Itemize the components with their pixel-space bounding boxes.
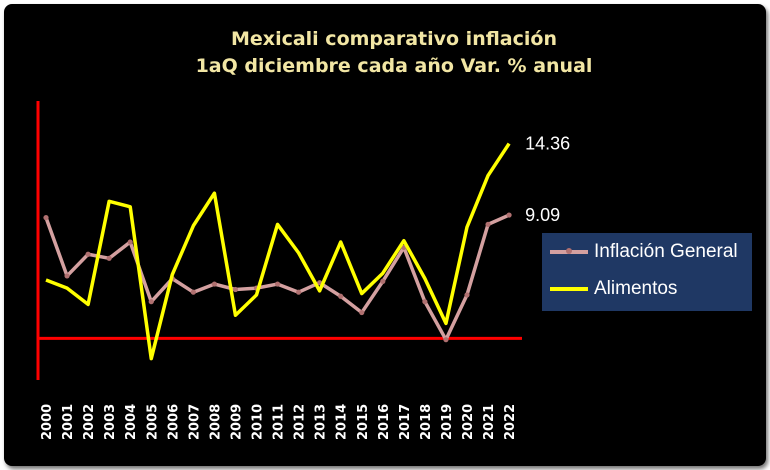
data-point-inflacion-general-2020 [464, 292, 470, 298]
data-point-inflacion-general-2003 [106, 255, 112, 261]
legend-swatch-inflacion-general [550, 248, 588, 254]
data-point-inflacion-general-2008 [211, 281, 217, 287]
data-point-inflacion-general-2004 [127, 239, 133, 245]
data-point-inflacion-general-2011 [274, 281, 281, 287]
legend: Inflación General Alimentos [542, 233, 752, 311]
legend-label-inflacion-general: Inflación General [594, 241, 738, 262]
x-tick-label: 2022 [503, 404, 518, 440]
x-tick-label: 2006 [166, 404, 181, 440]
data-point-inflacion-general-2012 [296, 289, 302, 295]
data-point-inflacion-general-2005 [148, 299, 154, 305]
data-point-inflacion-general-2002 [85, 251, 91, 257]
x-tick-label: 2018 [419, 404, 434, 440]
x-tick-label: 2013 [314, 404, 329, 440]
chart-title: Mexicali comparativo inflación [231, 28, 557, 50]
data-point-inflacion-general-2021 [485, 221, 491, 228]
legend-swatch-alimentos [550, 287, 588, 291]
data-point-inflacion-general-2016 [380, 278, 386, 284]
chart-frame: Mexicali comparativo inflación 1aQ dicie… [4, 4, 766, 466]
x-tick-label: 2005 [145, 404, 160, 440]
x-tick-label: 2004 [124, 404, 139, 440]
data-label-alimentos: 14.36 [525, 134, 570, 154]
x-tick-label: 2001 [61, 404, 76, 440]
data-point-inflacion-general-2000 [43, 215, 49, 221]
x-tick-label: 2017 [398, 404, 413, 440]
legend-label-alimentos: Alimentos [594, 278, 678, 299]
legend-item-alimentos: Alimentos [550, 276, 677, 302]
x-tick-label: 2000 [40, 404, 55, 440]
legend-item-inflacion-general: Inflación General [550, 239, 738, 265]
legend-marker-inflacion-general [566, 248, 572, 254]
series-line-inflacion-general [44, 213, 510, 342]
data-label-inflacion-general: 9.09 [525, 205, 560, 225]
x-tick-label: 2019 [440, 404, 455, 440]
x-tick-labels: 2000 2001 2002 2003 2004 2005 2006 2007 2008 2009… [40, 404, 518, 440]
x-tick-label: 2003 [103, 404, 118, 440]
plot-area: 2000 2001 2002 2003 2004 2005 2006 2007 2008 2009… [36, 101, 570, 440]
x-tick-label: 2016 [377, 404, 392, 440]
x-tick-label: 2014 [335, 404, 350, 440]
data-point-inflacion-general-2022 [506, 212, 512, 218]
data-point-inflacion-general-2015 [359, 309, 365, 316]
series-line-alimentos [45, 142, 511, 361]
data-point-inflacion-general-2014 [338, 293, 344, 299]
data-point-inflacion-general-2018 [422, 299, 428, 305]
data-point-inflacion-general-2009 [232, 286, 239, 293]
x-tick-label: 2015 [356, 404, 371, 440]
x-tick-label: 2002 [82, 404, 97, 440]
x-tick-label: 2012 [293, 404, 308, 440]
x-tick-label: 2008 [208, 404, 223, 440]
data-labels: 14.36 9.09 [525, 134, 570, 225]
x-tick-label: 2021 [482, 404, 497, 440]
data-point-inflacion-general-2001 [64, 273, 70, 279]
x-tick-label: 2020 [461, 404, 476, 440]
series-layer [43, 142, 512, 361]
x-tick-label: 2011 [272, 404, 287, 440]
data-point-inflacion-general-2019 [443, 337, 449, 343]
chart-subtitle: 1aQ diciembre cada año Var. % anual [195, 55, 593, 77]
data-point-inflacion-general-2007 [190, 289, 196, 295]
x-tick-label: 2010 [251, 404, 266, 440]
x-tick-label: 2007 [187, 404, 202, 440]
x-tick-label: 2009 [229, 404, 244, 440]
